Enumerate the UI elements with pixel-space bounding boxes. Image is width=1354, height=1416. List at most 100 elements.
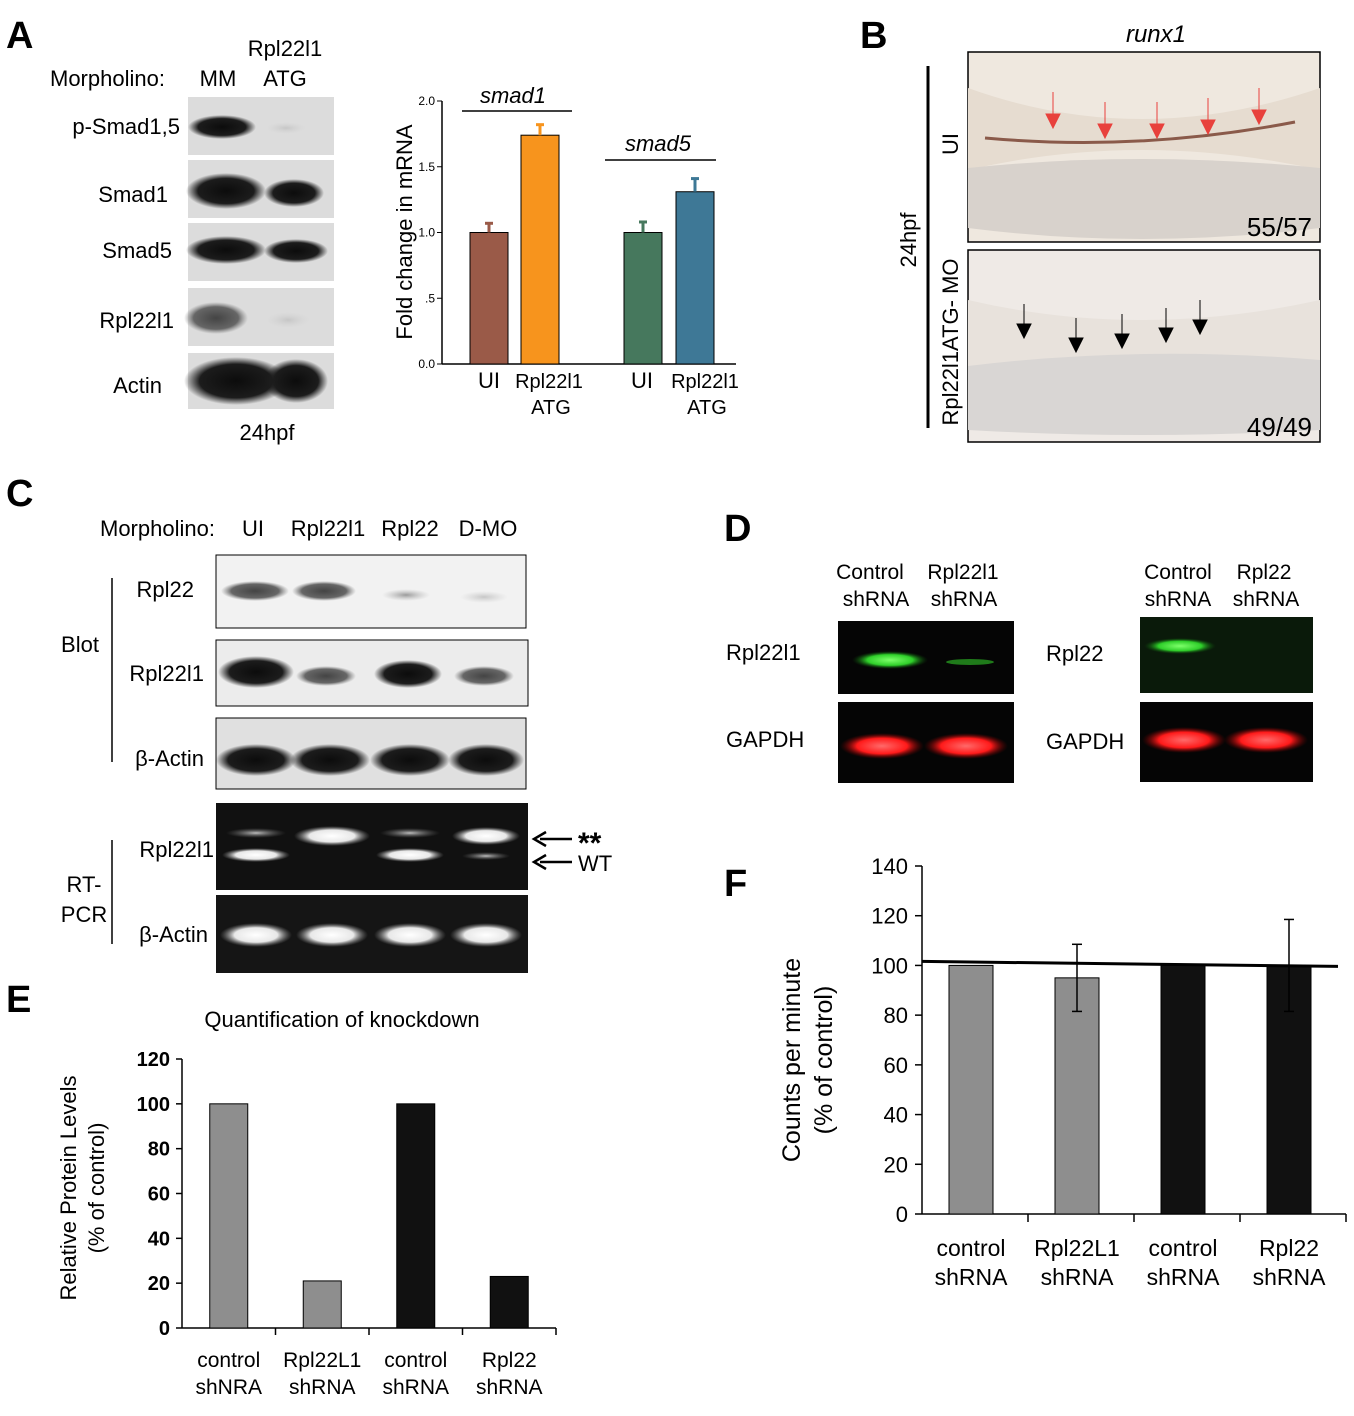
y-tick-label: 0: [159, 1318, 170, 1340]
panel-b: B runx1 24hpf UI Rpl22l1ATG- MO 55/57 49…: [860, 15, 1321, 443]
y-tick-label: 20: [884, 1152, 908, 1177]
bar: [302, 1280, 342, 1329]
x-tick-label: Rpl22L1: [283, 1349, 361, 1372]
gel-band: [380, 828, 440, 838]
panel-a-morpholino-label: Morpholino:: [50, 66, 165, 91]
x-tick-label: UI: [631, 368, 653, 393]
gel-band: [220, 923, 292, 947]
panel-c: C Morpholino: UI Rpl22l1 Rpl22 D-MO Blot…: [6, 473, 612, 973]
panel-b-row2-label: Rpl22l1ATG- MO: [938, 258, 963, 425]
panel-c-row-label: Rpl22l1: [139, 837, 214, 862]
panel-c-mark-star: **: [578, 827, 602, 860]
panel-b-gene-label: runx1: [1126, 21, 1186, 48]
gel-band: [294, 826, 370, 846]
gel-band: [376, 848, 444, 862]
black-down-arrow-icon: [1068, 318, 1084, 354]
x-tick-label: shRNA: [476, 1376, 543, 1399]
panel-a-footer: 24hpf: [239, 420, 295, 445]
y-axis-label: Fold change in mRNA: [392, 124, 417, 340]
blot-band: [290, 744, 370, 776]
embryo-count: 55/57: [1247, 212, 1312, 242]
panel-b-letter: B: [860, 15, 887, 57]
x-tick-label: Rpl22L1: [1034, 1235, 1120, 1261]
bar: [396, 1103, 436, 1329]
black-down-arrow-icon: [1114, 314, 1130, 350]
y-axis-label: (% of control): [810, 986, 838, 1135]
gel-image: [216, 803, 528, 890]
arrow-icons-red: [1045, 88, 1267, 140]
gel-band: [462, 852, 510, 860]
panel-d-row-label: GAPDH: [1046, 729, 1124, 754]
panel-a-bar-chart: 0.0 .5 1.0 1.5 2.0 Fold change in mRNA smad1 sm…: [392, 83, 739, 419]
blot-band: [218, 656, 294, 688]
panel-c-mark-wt: WT: [578, 851, 612, 876]
bar: [209, 1103, 249, 1329]
y-axis-label: Relative Protein Levels: [56, 1075, 81, 1300]
y-tick-label: 1.5: [418, 160, 435, 174]
panel-a-row-label: Smad5: [102, 238, 172, 263]
gel-band: [222, 848, 290, 862]
blot-band: [448, 744, 524, 776]
green-band: [1144, 638, 1216, 654]
black-down-arrow-icon: [1192, 300, 1208, 336]
blot-band: [186, 236, 266, 264]
panel-d-row-label: GAPDH: [726, 727, 804, 752]
panel-b-row1-label: UI: [938, 133, 963, 155]
panel-a-letter: A: [6, 15, 33, 57]
panel-c-row-label: β-Actin: [139, 922, 208, 947]
gel-band: [450, 923, 522, 947]
arrow-icons-black: [1016, 300, 1208, 354]
y-tick-label: 0: [896, 1202, 908, 1227]
panel-a-row-label: Rpl22l1: [99, 308, 174, 333]
red-down-arrow-icon: [1097, 102, 1113, 140]
black-down-arrow-icon: [1016, 304, 1032, 340]
fluor-blot-image: [1140, 617, 1313, 693]
panel-c-lane: D-MO: [459, 516, 518, 541]
blot-band: [264, 239, 328, 263]
blot-band: [184, 357, 288, 405]
panel-c-row-label: Rpl22: [137, 577, 194, 602]
panel-d-lane: Rpl22: [1237, 561, 1292, 584]
x-tick-label: ATG: [687, 397, 727, 419]
panel-a: A Morpholino: MM Rpl22l1 ATG p-Smad1,5 S…: [6, 15, 739, 445]
reference-line: [921, 959, 1339, 968]
red-band: [924, 733, 1008, 759]
panel-a-row-label: Actin: [113, 373, 162, 398]
y-tick-label: 100: [137, 1094, 170, 1116]
panel-e: E Quantification of knockdown 0 20 40 60 80 10…: [6, 979, 557, 1399]
red-band: [840, 733, 924, 759]
x-tick-label: shRNA: [1253, 1264, 1327, 1290]
gel-band: [226, 828, 286, 838]
blot-band: [454, 666, 514, 686]
green-band: [946, 659, 994, 665]
x-tick-label: shRNA: [935, 1264, 1009, 1290]
x-tick-label: shRNA: [289, 1376, 356, 1399]
y-tick-label: 2.0: [418, 94, 435, 108]
bar: [469, 232, 509, 365]
y-tick-label: 80: [884, 1003, 908, 1028]
black-down-arrow-icon: [1158, 308, 1174, 344]
panel-c-lane: Rpl22: [381, 516, 438, 541]
x-tick-label: control: [1148, 1235, 1217, 1261]
panel-d-lane: shRNA: [843, 588, 910, 611]
embryo-image-mo: 49/49: [967, 249, 1321, 443]
blot-band: [374, 660, 442, 688]
panel-d-row-label: Rpl22l1: [726, 640, 801, 665]
red-band: [1224, 727, 1308, 753]
panel-d-letter: D: [724, 508, 751, 550]
green-band: [852, 651, 928, 669]
y-tick-label: 100: [871, 953, 908, 978]
panel-c-lane: Rpl22l1: [291, 516, 366, 541]
y-tick-label: 120: [137, 1049, 170, 1071]
red-down-arrow-icon: [1251, 88, 1267, 126]
y-tick-label: 1.0: [418, 226, 435, 240]
group-label: smad5: [625, 131, 692, 156]
panel-a-lane-rpl22l1: Rpl22l1: [248, 36, 323, 61]
blot-band: [264, 359, 328, 403]
panel-a-lane-mm: MM: [200, 66, 237, 91]
bar: [675, 191, 715, 365]
blot-band: [188, 115, 256, 139]
panel-c-rtpcr-label: RT-: [66, 872, 101, 897]
x-tick-label: Rpl22: [482, 1349, 537, 1372]
